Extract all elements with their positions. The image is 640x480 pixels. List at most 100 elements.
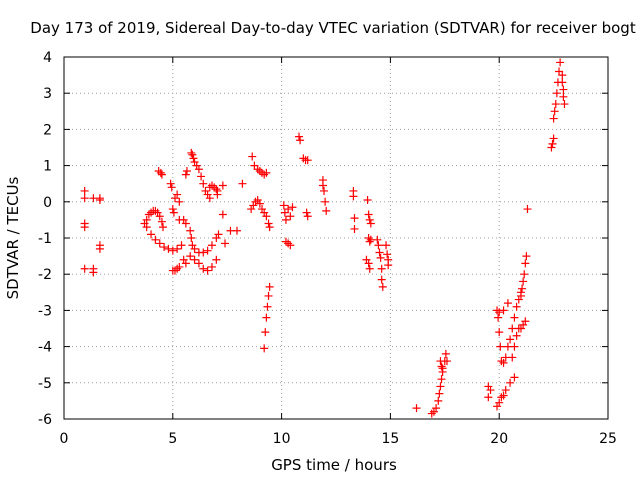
data-point-plus bbox=[170, 194, 179, 203]
data-point-plus bbox=[551, 100, 560, 109]
data-point-plus bbox=[201, 186, 210, 195]
data-point-plus bbox=[181, 170, 190, 179]
data-point-plus bbox=[157, 170, 166, 179]
data-point-plus bbox=[549, 134, 558, 143]
data-point-plus bbox=[349, 192, 358, 201]
data-point-plus bbox=[80, 223, 89, 232]
data-point-plus bbox=[188, 241, 197, 250]
data-point-plus bbox=[218, 181, 227, 190]
data-point-plus bbox=[434, 396, 443, 405]
data-point-plus bbox=[496, 342, 505, 351]
data-point-plus bbox=[80, 264, 89, 273]
data-point-plus bbox=[322, 206, 331, 215]
data-point-plus bbox=[494, 313, 503, 322]
data-point-plus bbox=[255, 167, 264, 176]
data-point-plus bbox=[519, 277, 528, 286]
data-point-plus bbox=[437, 375, 446, 384]
data-point-plus bbox=[190, 157, 199, 166]
data-point-plus bbox=[265, 223, 274, 232]
data-point-plus bbox=[499, 306, 508, 315]
data-point-plus bbox=[199, 264, 208, 273]
data-point-plus bbox=[168, 246, 177, 255]
data-point-plus bbox=[173, 264, 182, 273]
data-point-plus bbox=[262, 313, 271, 322]
data-point-plus bbox=[303, 212, 312, 221]
data-point-plus bbox=[203, 246, 212, 255]
data-point-plus bbox=[520, 270, 529, 279]
y-tick-labels: -6 -5 -4 -3 -2 -1 0 1 2 3 4 bbox=[38, 50, 52, 428]
data-point-plus bbox=[435, 389, 444, 398]
data-point-plus bbox=[442, 357, 451, 366]
data-point-plus bbox=[232, 226, 241, 235]
data-point-plus bbox=[375, 248, 384, 257]
data-point-plus bbox=[261, 328, 270, 337]
data-point-plus bbox=[499, 391, 508, 400]
grid bbox=[64, 57, 608, 419]
data-point-plus bbox=[181, 259, 190, 268]
data-point-plus bbox=[168, 205, 177, 214]
data-point-plus bbox=[221, 239, 230, 248]
data-point-plus bbox=[248, 152, 257, 161]
data-point-plus bbox=[506, 335, 515, 344]
y-tick-label: 3 bbox=[43, 86, 52, 102]
y-tick-label: -4 bbox=[38, 340, 52, 356]
y-tick-label: -6 bbox=[38, 412, 52, 428]
data-point-plus bbox=[558, 71, 567, 80]
data-point-plus bbox=[558, 78, 567, 87]
data-point-plus bbox=[175, 262, 184, 271]
data-point-plus bbox=[157, 217, 166, 226]
x-tick-label: 20 bbox=[490, 431, 508, 447]
x-tick-label: 25 bbox=[599, 431, 617, 447]
data-point-plus bbox=[547, 143, 556, 152]
data-point-plus bbox=[207, 262, 216, 271]
data-point-plus bbox=[519, 320, 528, 329]
data-point-plus bbox=[186, 252, 195, 261]
data-point-plus bbox=[516, 291, 525, 300]
data-point-plus bbox=[265, 282, 274, 291]
data-point-plus bbox=[179, 255, 188, 264]
data-point-plus bbox=[279, 201, 288, 210]
data-point-plus bbox=[376, 253, 385, 262]
data-point-plus bbox=[177, 241, 186, 250]
data-point-plus bbox=[495, 328, 504, 337]
data-point-plus bbox=[560, 100, 569, 109]
data-point-plus bbox=[247, 205, 256, 214]
data-point-plus bbox=[516, 324, 525, 333]
data-point-plus bbox=[205, 194, 214, 203]
data-point-plus bbox=[169, 208, 178, 217]
data-point-plus bbox=[427, 409, 436, 418]
data-point-plus bbox=[438, 364, 447, 373]
data-point-plus bbox=[484, 382, 493, 391]
data-point-plus bbox=[140, 219, 149, 228]
data-point-plus bbox=[173, 244, 182, 253]
data-point-plus bbox=[495, 398, 504, 407]
data-point-plus bbox=[199, 179, 208, 188]
data-point-plus bbox=[253, 195, 262, 204]
data-point-plus bbox=[207, 181, 216, 190]
data-point-plus bbox=[501, 386, 510, 395]
data-point-plus bbox=[510, 313, 519, 322]
data-point-plus bbox=[429, 407, 438, 416]
data-point-plus bbox=[189, 154, 198, 163]
data-point-plus bbox=[493, 402, 502, 411]
data-point-plus bbox=[497, 357, 506, 366]
data-point-plus bbox=[179, 215, 188, 224]
y-tick-label: -1 bbox=[38, 231, 52, 247]
y-tick-label: -5 bbox=[38, 376, 52, 392]
data-point-plus bbox=[549, 114, 558, 123]
x-tick-label: 15 bbox=[381, 431, 399, 447]
data-point-plus bbox=[377, 275, 386, 284]
data-points bbox=[80, 58, 569, 418]
data-point-plus bbox=[320, 186, 329, 195]
data-point-plus bbox=[89, 268, 98, 277]
data-point-plus bbox=[194, 165, 203, 174]
data-point-plus bbox=[159, 223, 168, 232]
data-point-plus bbox=[518, 284, 527, 293]
data-point-plus bbox=[365, 264, 374, 273]
data-point-plus bbox=[155, 212, 164, 221]
data-point-plus bbox=[147, 230, 156, 239]
data-point-plus bbox=[255, 199, 264, 208]
data-point-plus bbox=[521, 259, 530, 268]
data-point-plus bbox=[321, 197, 330, 206]
